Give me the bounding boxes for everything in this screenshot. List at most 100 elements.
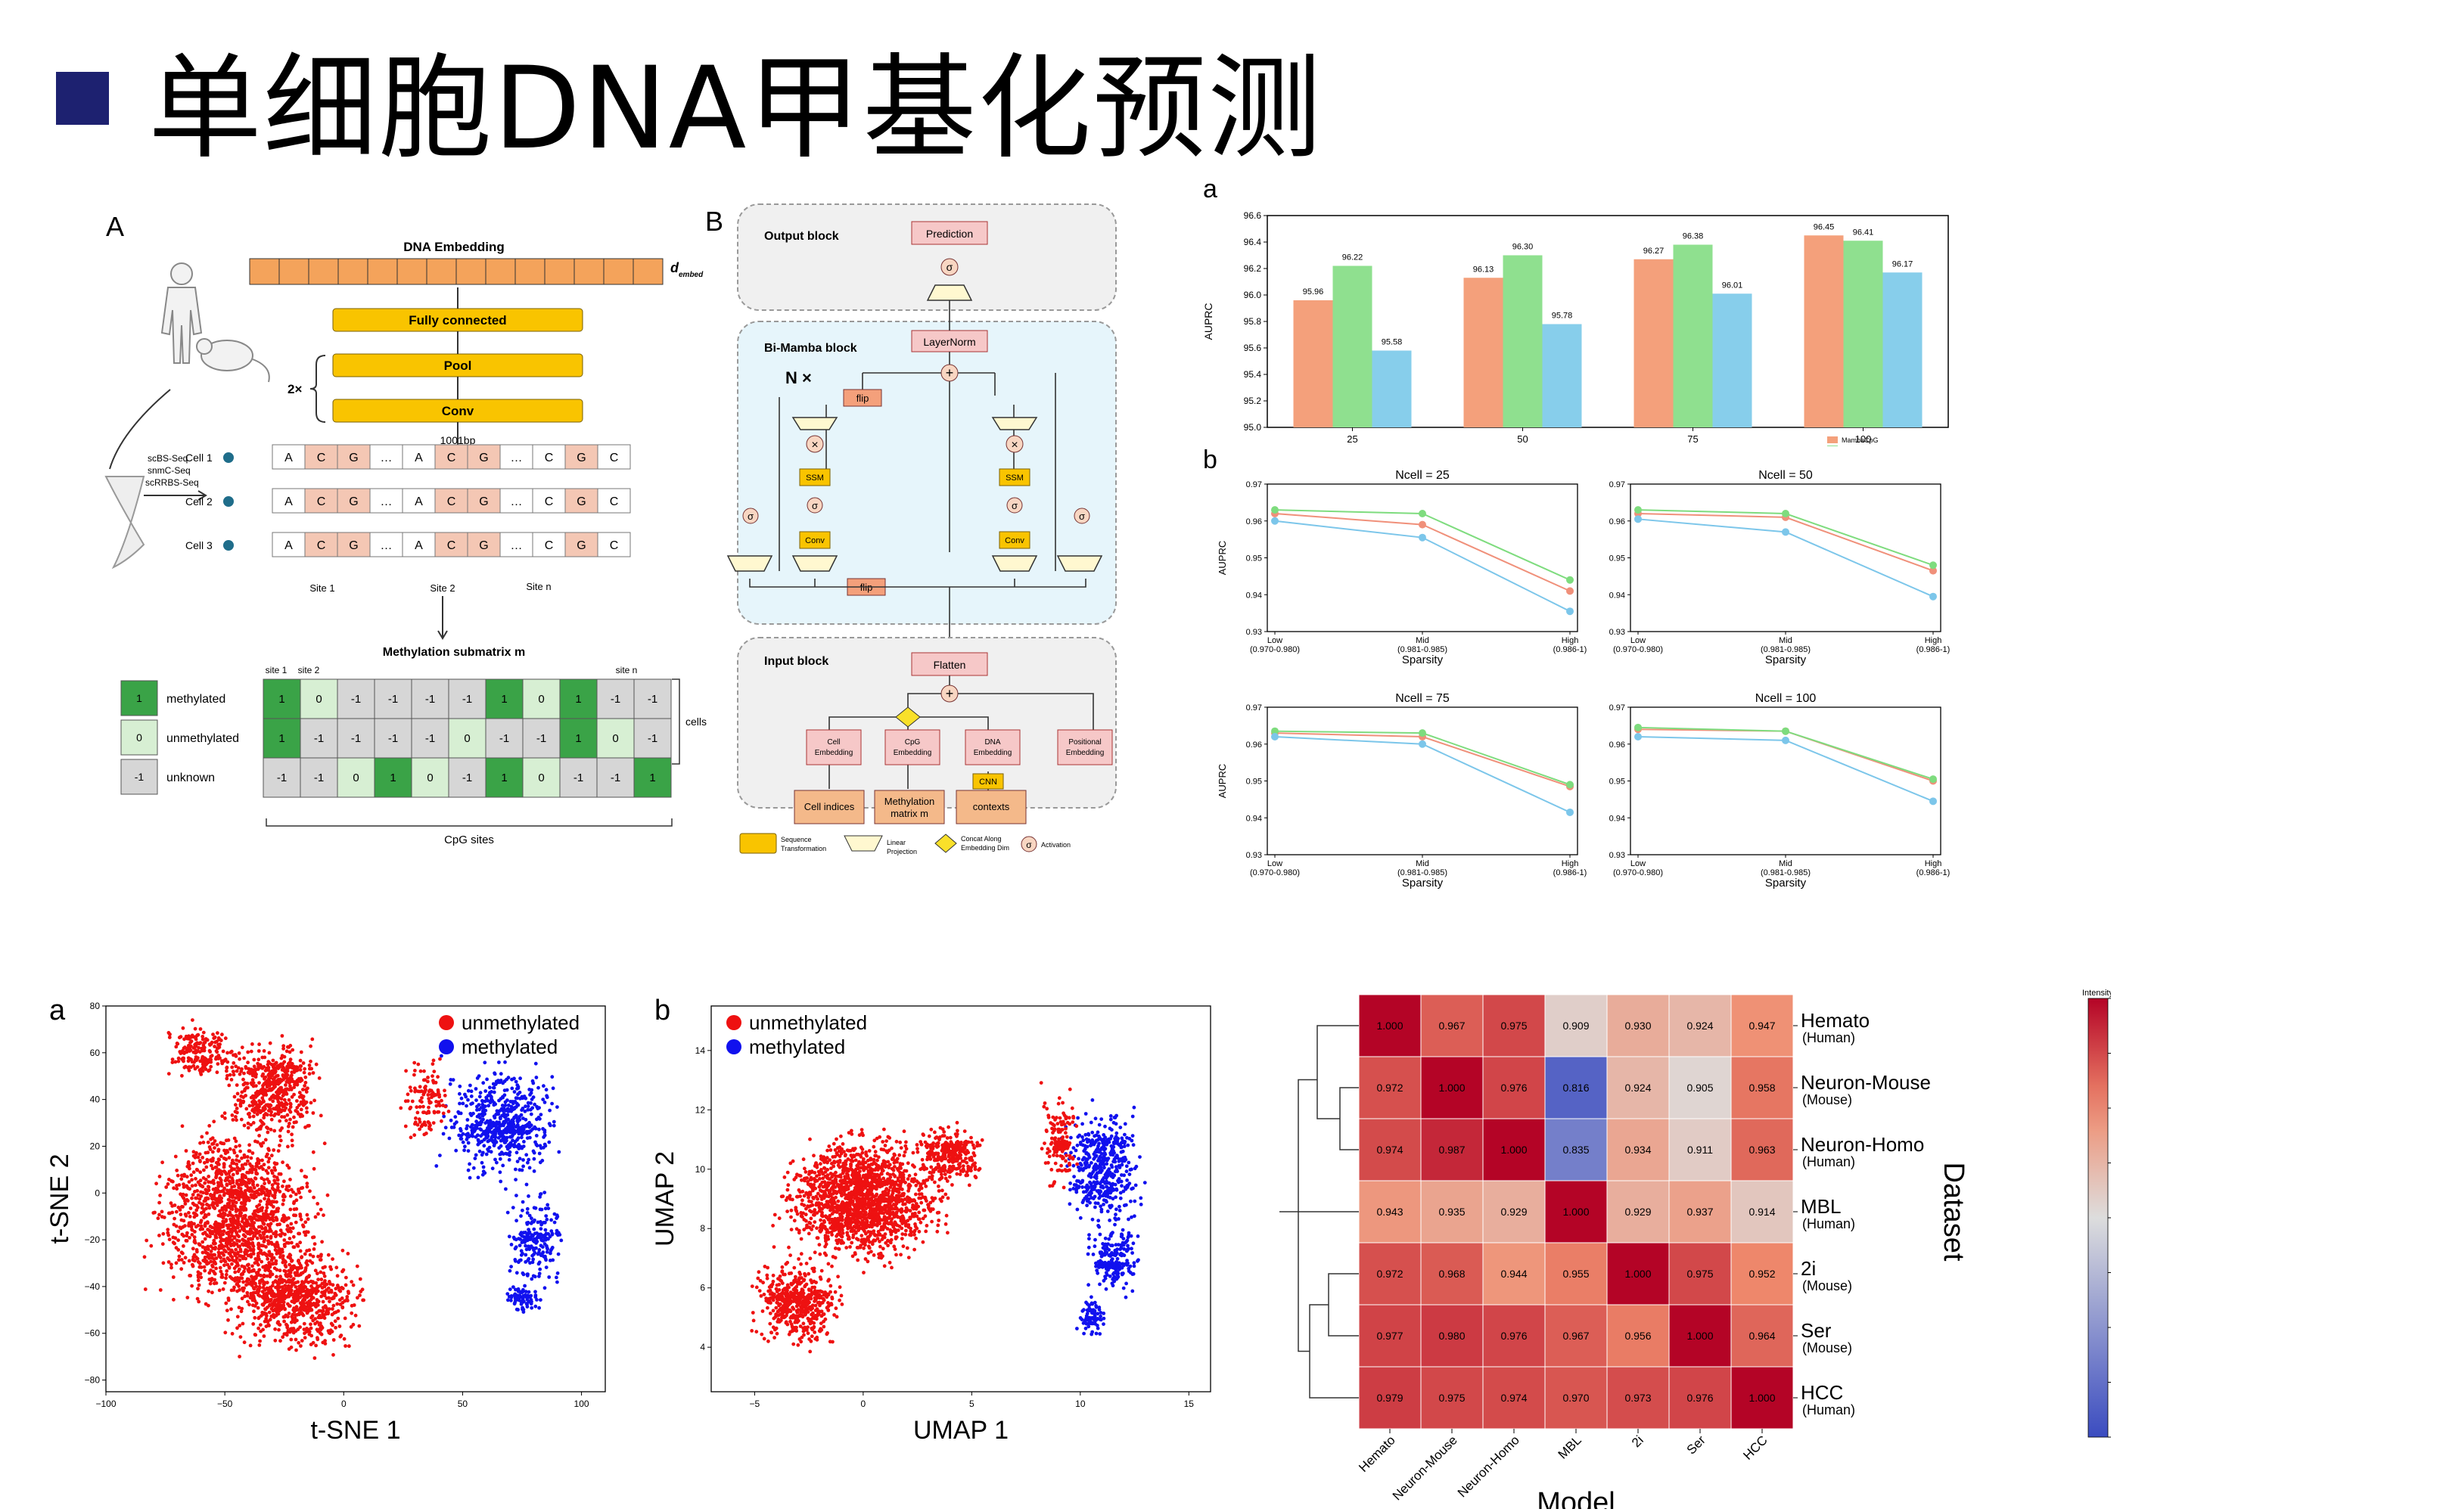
tsne-ytick-label: 80 (90, 1001, 101, 1011)
scatter-point (170, 1060, 175, 1064)
scatter-point (249, 1070, 253, 1074)
scatter-point (430, 1095, 434, 1100)
scatter-panel-label: a (49, 995, 66, 1026)
scatter-point (288, 1178, 292, 1181)
cnn-box (972, 773, 1004, 790)
scatter-point (295, 1068, 300, 1073)
base-letter: A (284, 539, 293, 552)
scatter-point (250, 1042, 254, 1046)
scatter-point (288, 1271, 293, 1274)
scatter-point (291, 1125, 295, 1129)
line-plot-frame (1630, 483, 1941, 632)
scatter-point (343, 1316, 347, 1321)
scatter-point (498, 1080, 502, 1085)
scatter-point (279, 1303, 284, 1308)
scatter-point (802, 1194, 807, 1198)
output-block-label: Output block (764, 230, 839, 243)
scatter-point (289, 1284, 294, 1289)
scatter-point (413, 1120, 418, 1125)
scatter-point (234, 1209, 238, 1213)
scatter-point (514, 1194, 518, 1197)
scatter-point (241, 1095, 245, 1100)
scatter-point (184, 1214, 188, 1218)
cnn-label: CNN (979, 778, 997, 787)
base-cell (304, 444, 338, 470)
scatter-point (850, 1240, 854, 1245)
scatter-point (169, 1265, 173, 1270)
base-letter: C (610, 495, 619, 508)
scatter-points-unmethylated (166, 1018, 241, 1081)
scatter-point (550, 1101, 554, 1106)
scatter-point (222, 1229, 226, 1234)
scatter-point (206, 1251, 210, 1256)
scatter-point (260, 1187, 264, 1191)
mult-left-icon (806, 435, 824, 453)
scatter-point (284, 1269, 288, 1274)
scatter-point (272, 1148, 276, 1152)
scatter-point (256, 1161, 261, 1166)
line-point (1566, 576, 1574, 584)
scatter-point (291, 1190, 295, 1194)
scatter-point (545, 1217, 549, 1222)
scatter-point (278, 1234, 283, 1238)
scatter-point (220, 1208, 225, 1212)
scatter-point (255, 1258, 260, 1262)
scatter-point (514, 1219, 518, 1223)
base-cell (337, 532, 371, 557)
scatter-point (266, 1160, 271, 1164)
scatter-point (181, 1048, 185, 1053)
scatter-point (524, 1182, 529, 1187)
scatter-point (291, 1299, 296, 1304)
scatter-point (266, 1171, 270, 1175)
scatter-point (434, 1164, 439, 1168)
scatter-point (229, 1307, 233, 1312)
scatter-point (191, 1264, 195, 1268)
scatter-point (322, 1141, 327, 1146)
embed-cell (426, 258, 457, 285)
scatter-point (286, 1124, 291, 1129)
scatter-point (326, 1329, 331, 1333)
line-point (1419, 510, 1426, 517)
scatter-point (327, 1307, 331, 1311)
scatter-point (493, 1124, 497, 1128)
scatter-point (238, 1211, 242, 1215)
scatter-point (203, 1224, 207, 1228)
scatter-point (203, 1256, 207, 1259)
scatter-point (215, 1143, 219, 1147)
scatter-point (413, 1069, 417, 1073)
cells-brace (672, 678, 680, 765)
scatter-point (946, 1231, 950, 1235)
matrix-cell (411, 678, 449, 719)
scatter-point (533, 1061, 538, 1066)
scatter-point (493, 1071, 496, 1076)
matrix-cell (337, 718, 375, 759)
scatter-point (449, 1078, 453, 1082)
scatter-point (258, 1142, 263, 1146)
scatter-point (197, 1283, 201, 1287)
bar-ylabel: AUPRC (1202, 303, 1214, 340)
scatter-point (253, 1176, 258, 1181)
scatter-point (497, 1129, 501, 1132)
matrix-value: -1 (648, 732, 657, 745)
scatter-point (440, 1054, 443, 1058)
line-xtick-sublabel: (0.981-0.985) (1761, 868, 1811, 877)
scatter-point (521, 1127, 526, 1132)
scatter-point (232, 1150, 237, 1155)
scatter-point (539, 1232, 543, 1237)
scatter-point (239, 1309, 244, 1314)
scatter-point (333, 1319, 337, 1324)
scatter-point (143, 1287, 148, 1291)
scatter-point (245, 1293, 250, 1298)
scatter-point (281, 1193, 286, 1197)
scatter-point (477, 1094, 482, 1099)
scatter-point (185, 1175, 189, 1179)
bar (1673, 244, 1713, 427)
scatter-point (440, 1119, 443, 1123)
bar-ytick-label: 96.2 (1244, 263, 1262, 274)
scatter-point (249, 1291, 253, 1296)
base-letter: C (447, 452, 456, 464)
scatter-point (535, 1298, 539, 1302)
line-ytick-label: 0.93 (1609, 851, 1625, 860)
